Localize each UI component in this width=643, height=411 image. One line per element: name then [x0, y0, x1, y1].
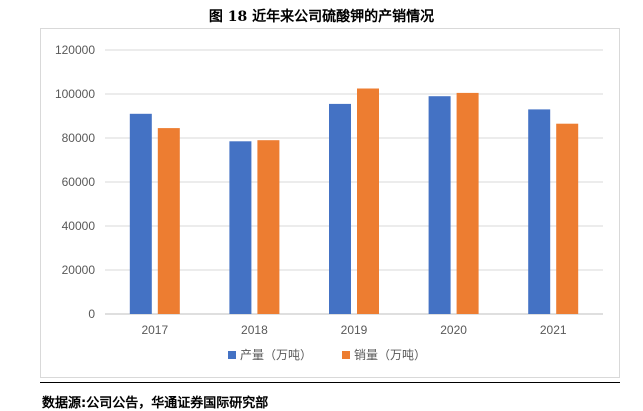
legend-swatch [228, 351, 236, 359]
x-axis-ticks: 2017 2018 2019 2020 2021 [141, 323, 566, 337]
bar-2017-s2 [157, 128, 180, 314]
gridlines [105, 49, 603, 315]
legend-label: 销量（万吨） [354, 348, 426, 362]
x-tick-label: 2020 [440, 323, 467, 337]
y-tick-label: 120000 [55, 43, 95, 57]
legend-swatch [342, 351, 350, 359]
y-tick-label: 80000 [62, 131, 96, 145]
source-divider [40, 382, 620, 383]
x-tick-label: 2019 [341, 323, 368, 337]
x-tick-label: 2021 [540, 323, 567, 337]
source-note: 数据源:公司公告，华通证券国际研究部 [42, 396, 269, 411]
bar-2019-s2 [357, 88, 379, 314]
bar-2021-s1 [528, 109, 551, 315]
y-axis-ticks: 0 20000 40000 60000 80000 100000 120000 [55, 43, 95, 321]
y-tick-label: 100000 [55, 87, 95, 101]
bar-2020-s2 [456, 92, 479, 315]
y-tick-label: 0 [88, 307, 95, 321]
legend: 产量（万吨） 销量（万吨） [228, 348, 426, 362]
bar-2020-s1 [428, 96, 451, 314]
y-tick-label: 40000 [62, 219, 96, 233]
chart-frame [40, 28, 620, 378]
legend-label: 产量（万吨） [240, 348, 312, 362]
x-tick-label: 2018 [241, 323, 268, 337]
x-tick-label: 2017 [141, 323, 168, 337]
bar-2021-s2 [556, 123, 579, 314]
bar-2018-s1 [229, 141, 252, 314]
chart-title: 图 18 近年来公司硫酸钾的产销情况 [208, 9, 435, 25]
bar-2018-s2 [257, 140, 280, 314]
bar-2017-s1 [129, 113, 152, 314]
bars [129, 88, 579, 315]
y-tick-label: 20000 [62, 263, 96, 277]
y-tick-label: 60000 [62, 175, 96, 189]
bar-2019-s1 [329, 103, 351, 315]
